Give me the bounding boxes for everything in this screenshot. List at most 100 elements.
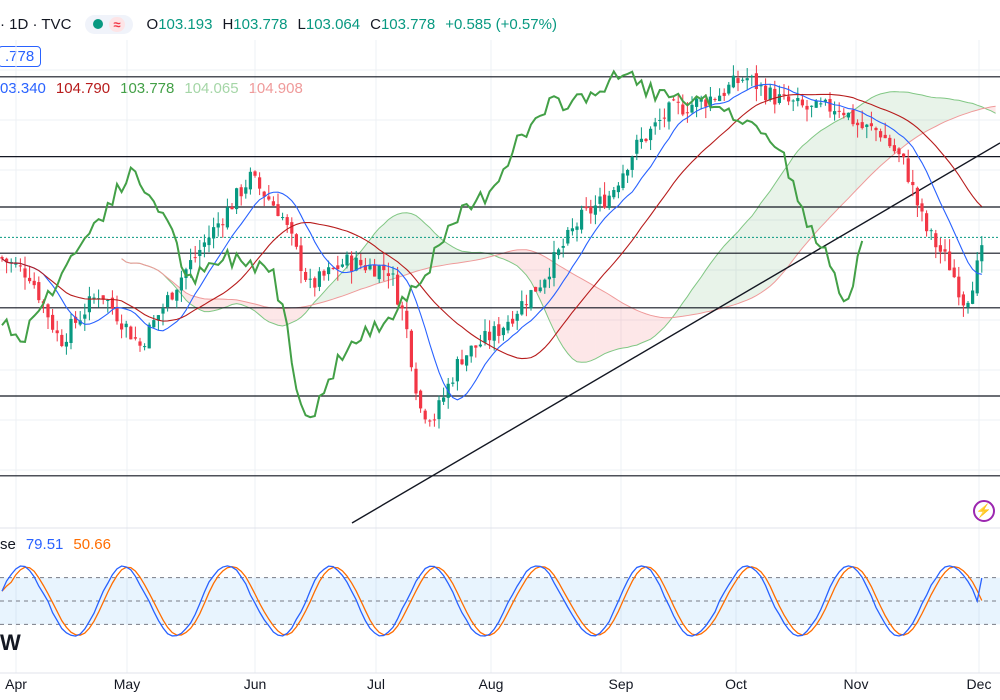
cloud-segment (816, 130, 821, 233)
cloud-segment (333, 276, 338, 300)
candle-body (409, 330, 413, 368)
candle-body (787, 96, 791, 102)
cloud-segment (512, 249, 518, 266)
cloud-segment (710, 257, 715, 312)
price-label-box[interactable]: .778 (0, 46, 42, 67)
candle-body (400, 305, 404, 309)
candle-body (690, 104, 694, 113)
close-value: 103.778 (380, 15, 436, 33)
high-value: 103.778 (233, 15, 288, 33)
candle-body (451, 382, 455, 384)
cloud-segment (176, 285, 182, 295)
time-axis[interactable]: Apr May Jun Jul Aug Sep Oct Nov Dec (0, 673, 1000, 700)
cloud-segment (577, 276, 582, 363)
candle-body (271, 201, 275, 206)
cloud-segment (452, 246, 458, 264)
market-open-dot-icon (93, 19, 104, 29)
cloud-segment (255, 303, 260, 315)
candle-body (23, 268, 27, 278)
cloud-segment (232, 299, 237, 305)
candle-body (552, 252, 556, 278)
cloud-segment (475, 252, 481, 261)
candle-body (350, 255, 354, 272)
candle-body (437, 400, 441, 420)
cloud-segment (719, 245, 725, 309)
candle-body (331, 267, 335, 269)
candle-body (603, 194, 607, 208)
candle-body (708, 96, 712, 107)
flash-icon[interactable]: ⚡ (973, 500, 995, 522)
cloud-segment (664, 317, 669, 328)
cloud-segment (733, 231, 738, 306)
candle-body (230, 206, 234, 210)
cloud-segment (802, 142, 807, 249)
span-b-line (121, 105, 996, 319)
candle-body (906, 158, 910, 182)
cloud-segment (963, 101, 968, 115)
candle-body (879, 131, 883, 138)
candle-body (791, 100, 795, 102)
cloud-segment (857, 103, 863, 189)
cloud-segment (213, 299, 219, 311)
candle-body (147, 324, 151, 349)
x-tick-sep: Sep (608, 676, 634, 692)
cloud-segment (425, 223, 430, 269)
cloud-segment (940, 97, 945, 124)
market-status-pill[interactable]: ≈ (85, 14, 133, 34)
candle-body (644, 138, 648, 142)
span-a-value: 104.065 (184, 80, 239, 97)
candle-body (685, 112, 689, 114)
cloud-segment (342, 266, 347, 297)
candle-body (529, 290, 533, 309)
candle-body (317, 271, 321, 287)
x-tick-oct: Oct (725, 676, 747, 692)
candle-body (299, 245, 303, 272)
candle-body (308, 278, 312, 280)
candle-body (322, 270, 326, 276)
candle-body (557, 249, 561, 256)
candle-body (800, 99, 804, 106)
candle-body (607, 195, 611, 208)
symbol-label[interactable]: · 1D · TVC (0, 15, 72, 33)
cloud-segment (623, 303, 628, 348)
candle-body (497, 324, 501, 336)
cloud-segment (563, 268, 568, 354)
candle-body (630, 156, 634, 170)
candle-body (580, 209, 584, 230)
cloud-segment (931, 97, 936, 129)
candle-body (524, 304, 528, 306)
candle-body (419, 390, 423, 409)
candle-body (60, 334, 64, 347)
cloud-segment (296, 307, 301, 321)
cloud-segment (609, 294, 614, 352)
candle-body (166, 295, 170, 308)
cloud-segment (797, 146, 803, 254)
candle-body (501, 327, 505, 336)
low-label: L (297, 15, 306, 33)
cloud-segment (784, 164, 789, 272)
cloud-segment (319, 291, 324, 304)
cloud-segment (462, 251, 467, 263)
cloud-segment (843, 114, 849, 203)
candle-body (911, 181, 915, 186)
candle-body (658, 119, 662, 121)
candle-body (179, 277, 183, 291)
cloud-segment (388, 216, 393, 281)
candle-body (83, 314, 87, 319)
candle-body (115, 306, 119, 322)
candle-body (626, 169, 630, 176)
cloud-segment (922, 95, 927, 134)
candle-body (221, 224, 225, 226)
ichimoku-values: 03.340 104.790 103.778 104.065 104.908 (0, 80, 303, 97)
candle-body (616, 185, 620, 193)
candle-body (561, 245, 565, 248)
cloud-segment (581, 278, 587, 363)
cloud-segment (222, 299, 228, 309)
candle-body (672, 99, 676, 101)
cloud-segment (692, 283, 697, 315)
cloud-segment (793, 150, 798, 260)
candle-body (856, 122, 860, 126)
watermark-logo: W (0, 630, 21, 655)
candle-body (248, 171, 252, 190)
